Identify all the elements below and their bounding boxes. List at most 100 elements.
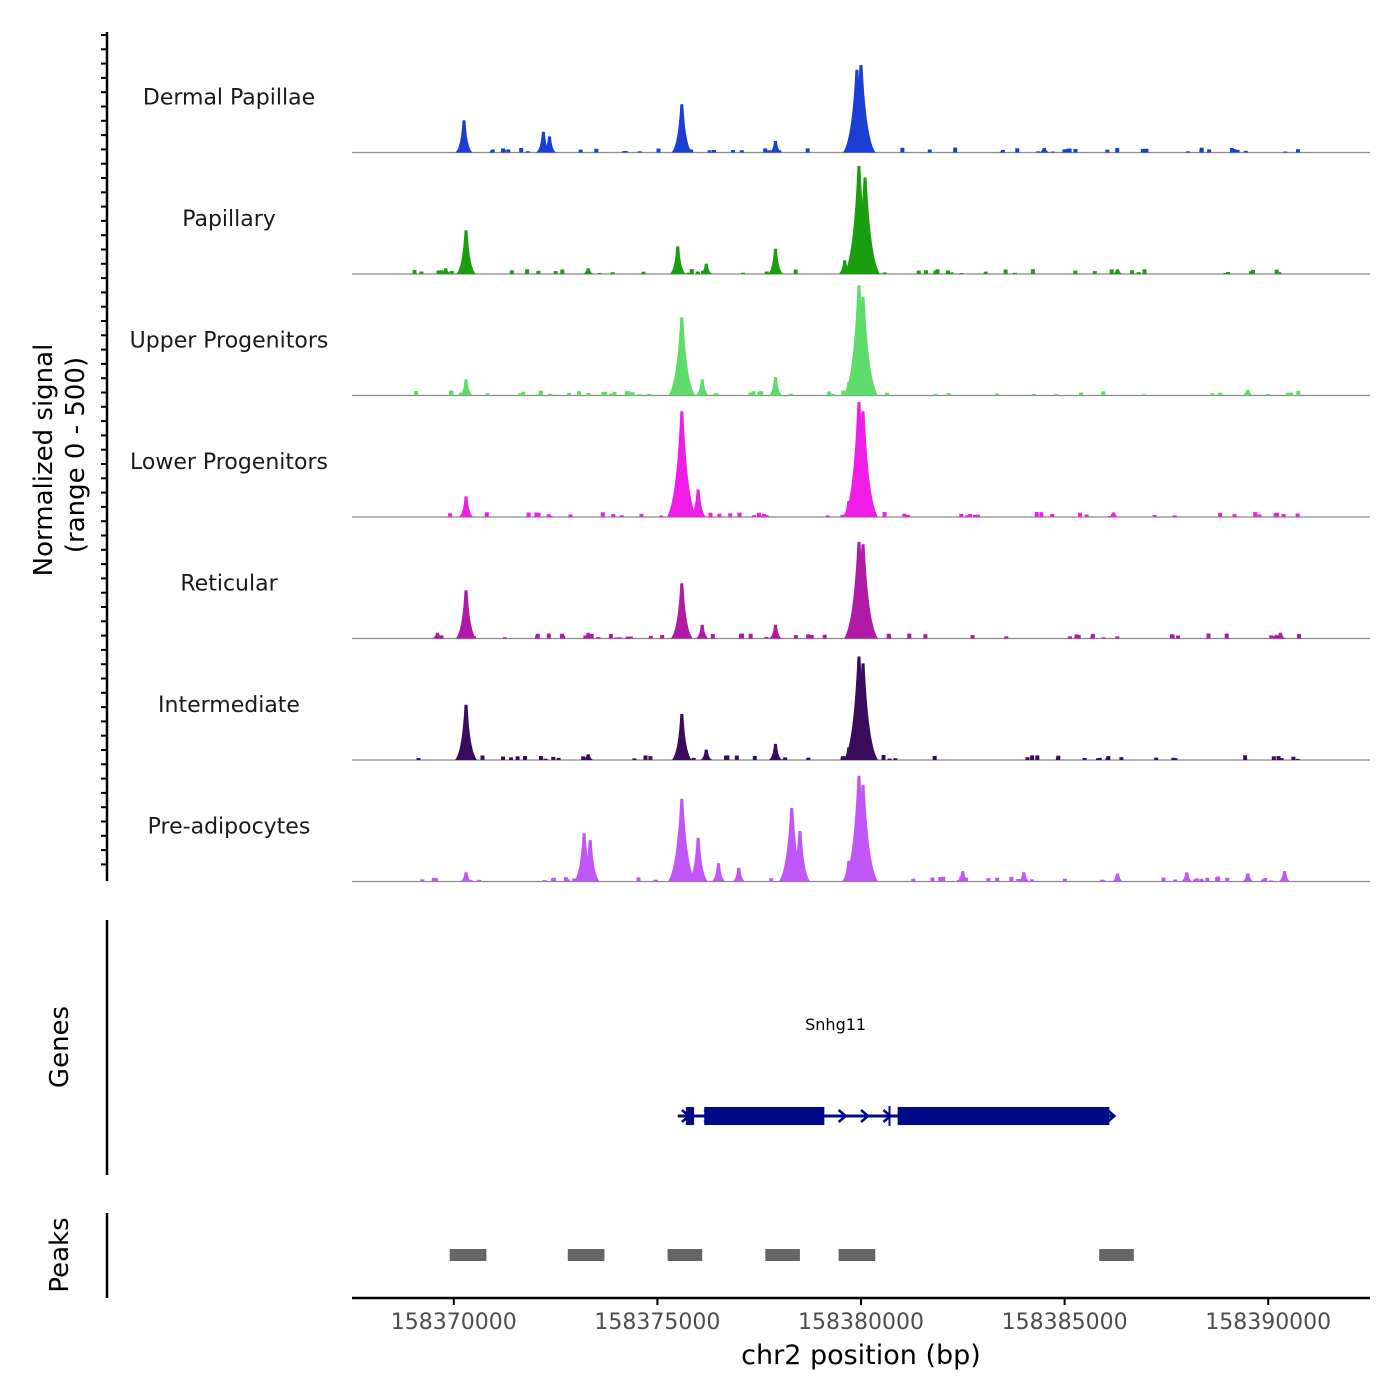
signal-noise [792,877,797,882]
signal-noise [893,758,898,760]
signal-noise [686,272,691,274]
signal-noise [752,755,757,760]
signal-noise [614,637,619,639]
signal-noise [769,878,774,882]
signal-noise [458,148,463,153]
signal-peak [582,754,594,760]
signal-noise [681,877,686,882]
signal-peak [850,177,881,274]
signal-noise [1224,633,1229,639]
signal-noise [521,391,526,396]
signal-noise [933,394,938,396]
signal-noise [543,758,548,760]
signal-noise [983,271,988,274]
signal-noise [603,391,608,396]
signal-noise [596,637,601,639]
signal-noise [536,270,541,274]
signal-noise [1206,633,1211,639]
signal-noise [767,150,772,153]
track-papillary: Papillary [182,165,1370,275]
signal-peak [667,798,696,882]
signal-noise [648,635,653,639]
signal-noise [930,877,935,882]
signal-noise [728,513,733,517]
signal-noise [566,879,571,882]
signal-noise [683,392,688,396]
signal-noise [907,633,912,639]
signal-noise [1210,393,1215,396]
signal-noise [938,877,943,882]
signal-noise [1269,635,1274,639]
signal-noise [448,513,453,517]
signal-noise [412,269,417,274]
signal-noise [548,393,553,396]
gene-exon [897,1107,1110,1125]
track-pre-adipocytes: Pre-adipocytes [148,775,1370,883]
signal-noise [1015,148,1020,153]
signal-noise [1101,391,1106,396]
signal-noise [900,147,905,153]
signal-noise [764,636,769,639]
signal-noise [1050,514,1055,517]
track-lower-progenitors: Lower Progenitors [130,402,1370,518]
signal-noise [1079,392,1083,396]
signal-noise [1154,757,1159,760]
signal-noise [490,149,495,153]
signal-noise [637,394,642,396]
track-label: Dermal Papillae [143,86,315,111]
track-upper-progenitors: Upper Progenitors [130,285,1370,397]
peak-region [449,1249,487,1261]
signal-noise [933,270,938,274]
signal-noise [420,879,425,882]
signal-noise [712,150,716,153]
signal-noise [659,515,664,517]
signal-noise [560,269,565,274]
signal-noise [416,758,421,760]
signal-noise [542,880,547,882]
signal-noise [1092,271,1097,274]
signal-noise [551,756,556,760]
signal-noise [501,756,505,760]
signal-peak [695,624,709,639]
signal-noise [911,878,916,882]
signal-noise [1296,390,1301,396]
signal-noise [647,393,652,396]
signal-noise [672,513,676,517]
signal-noise [741,272,746,274]
signal-noise [1142,269,1147,274]
signal-y-label-line1: Normalized signal [29,344,59,577]
signal-noise [1055,757,1060,760]
signal-noise [1233,151,1238,153]
signal-noise [1004,636,1009,639]
signal-peak [671,104,693,153]
signal-noise [841,390,846,396]
signal-noise [1119,757,1124,760]
signal-noise [764,271,769,274]
signal-noise [830,393,835,396]
signal-noise [1285,392,1290,396]
signal-noise [617,637,622,639]
track-label: Papillary [182,207,276,232]
gene-label: Snhg11 [805,1015,866,1034]
signal-noise [1268,880,1273,882]
signal-noise [1073,148,1078,153]
signal-noise [1295,758,1300,760]
signal-noise [1109,269,1114,274]
signal-noise [536,513,541,517]
gene-snhg11: Snhg11 [677,1015,1117,1126]
signal-noise [1062,878,1067,882]
signal-noise [953,147,958,153]
signal-noise [1199,880,1204,882]
signal-noise [751,391,756,396]
signal-noise [485,393,490,396]
signal-noise [501,149,506,153]
signal-noise [958,877,963,882]
signal-noise [1232,149,1237,153]
signal-noise [923,634,928,639]
signal-noise [636,877,641,882]
signal-noise [756,512,761,517]
signal-noise [1031,393,1036,396]
signal-noise [583,635,588,639]
signal-noise [1034,512,1039,517]
signal-noise [1218,392,1223,396]
